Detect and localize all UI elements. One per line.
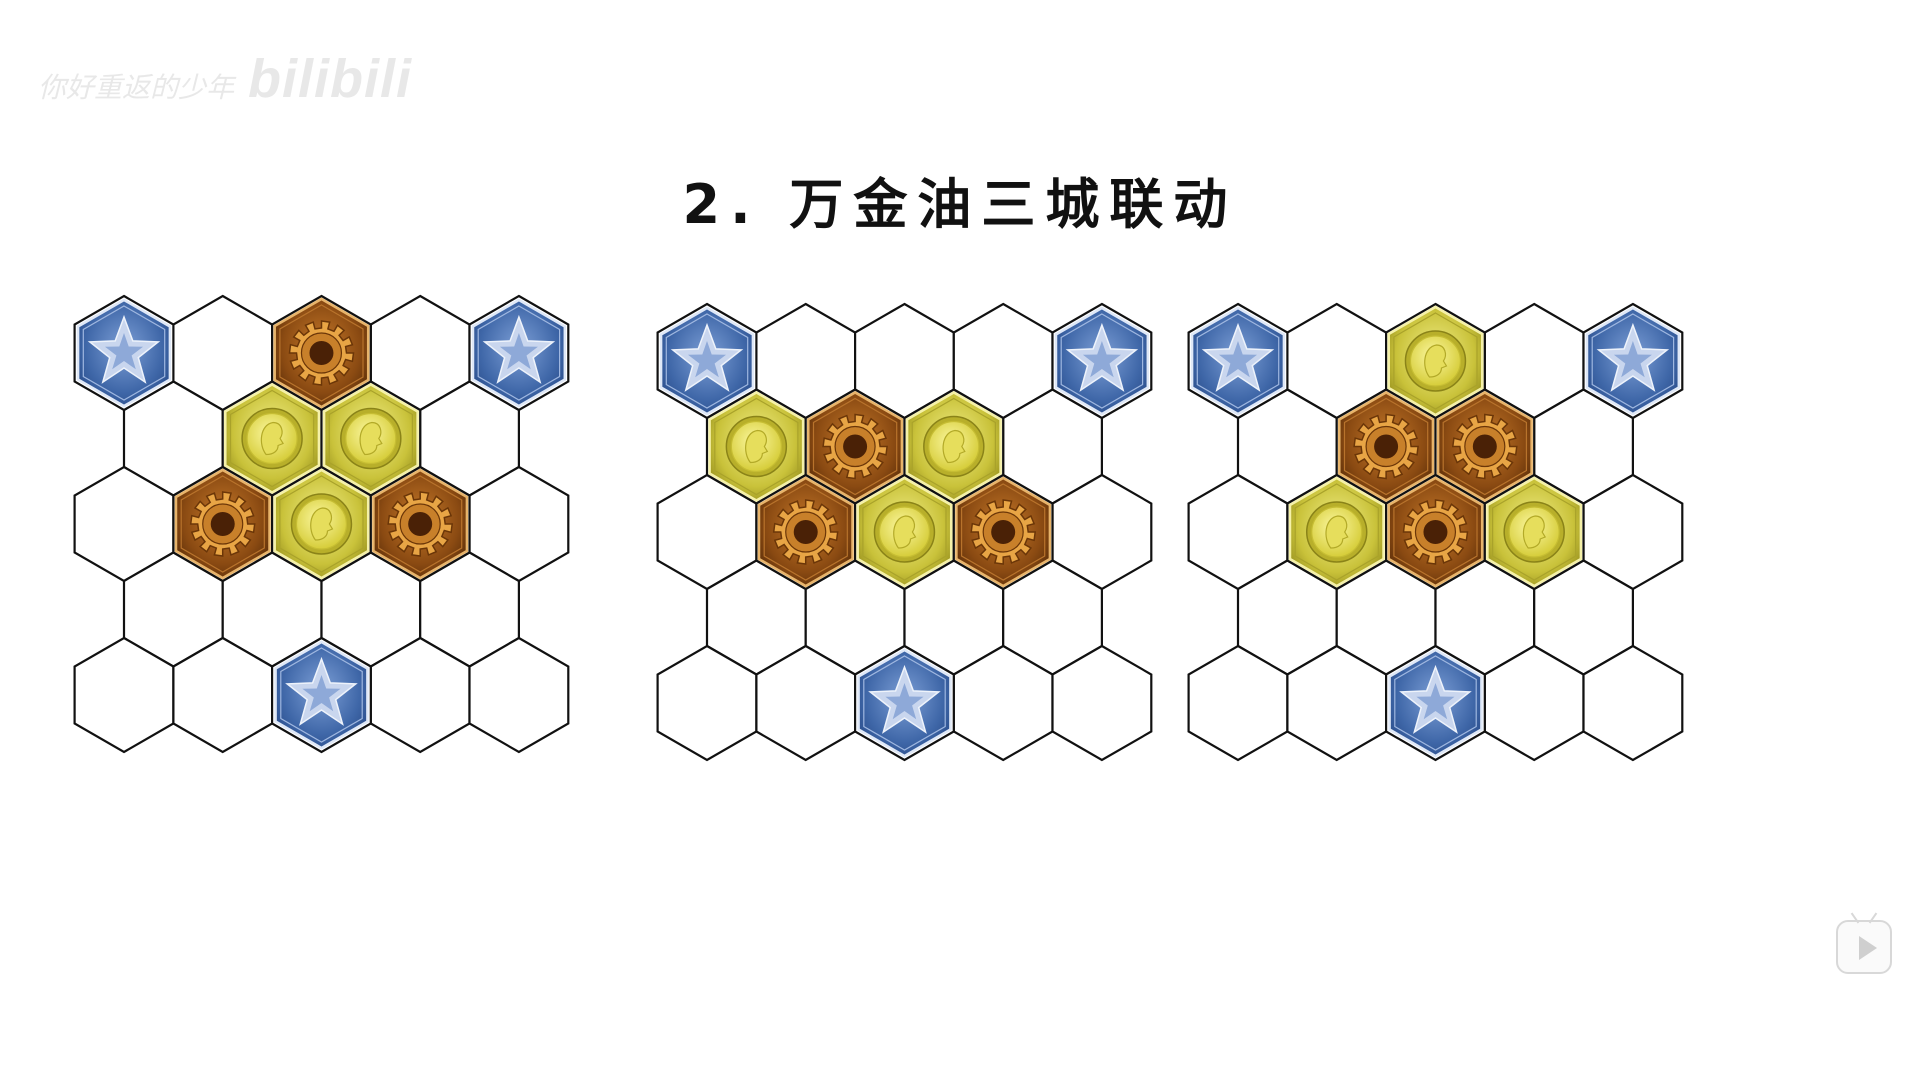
coin-tile — [1384, 302, 1486, 420]
gear-tile — [369, 465, 471, 583]
empty-tile — [468, 636, 570, 754]
star-tile — [1051, 302, 1153, 420]
gear-tile — [1384, 473, 1486, 591]
coin-tile — [1483, 473, 1585, 591]
watermark-uploader: 你好重返的少年 — [38, 71, 235, 104]
bilibili-logo: bilibili — [248, 49, 413, 109]
gear-tile — [271, 294, 372, 412]
star-tile — [271, 636, 372, 754]
empty-tile — [1051, 644, 1153, 762]
page-title: 2. 万金油三城联动 — [682, 173, 1238, 236]
star-tile — [468, 294, 570, 412]
gear-tile — [172, 465, 274, 583]
board-3 — [1187, 302, 1684, 762]
coin-tile — [271, 465, 372, 583]
coin-tile — [221, 380, 323, 497]
star-tile — [1187, 302, 1289, 420]
coin-tile — [320, 380, 422, 497]
coin-tile — [1286, 473, 1388, 591]
gear-tile — [755, 473, 857, 591]
star-tile — [1384, 644, 1486, 762]
gear-tile — [804, 388, 906, 505]
coin-tile — [853, 473, 955, 591]
gear-tile — [1434, 388, 1536, 505]
play-icon — [1859, 936, 1877, 960]
star-tile — [853, 644, 955, 762]
board-1 — [73, 294, 570, 754]
star-tile — [1582, 302, 1684, 420]
coin-tile — [903, 388, 1005, 505]
gear-tile — [1335, 388, 1437, 505]
gear-tile — [952, 473, 1054, 591]
empty-tile — [1582, 644, 1684, 762]
watermark: 你好重返的少年 bilibili — [38, 48, 412, 110]
star-tile — [73, 294, 175, 412]
board-2 — [656, 302, 1153, 762]
coin-tile — [705, 388, 807, 505]
play-button[interactable] — [1836, 912, 1892, 974]
